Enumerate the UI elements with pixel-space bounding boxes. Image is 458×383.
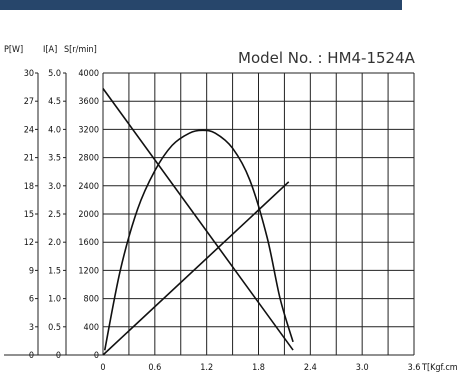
y-tick-label: 12 <box>24 238 34 248</box>
x-tick-label: 3.6 <box>408 363 421 373</box>
y-tick-label: 6 <box>29 295 34 305</box>
p-axis-header: P[W] <box>4 45 23 55</box>
y-tick-label: 4.5 <box>48 97 61 107</box>
y-tick-label: 27 <box>24 97 34 107</box>
y-tick-label: 2000 <box>78 210 99 220</box>
y-tick-label: 3600 <box>78 97 99 107</box>
y-tick-label: 0 <box>29 351 34 361</box>
x-tick-label: 1.8 <box>252 363 265 373</box>
y-tick-label: 9 <box>29 266 34 276</box>
s-axis-header: S[r/min] <box>64 45 97 55</box>
y-tick-label: 15 <box>24 210 34 220</box>
series-line-2 <box>103 129 294 351</box>
y-tick-label: 0.5 <box>48 323 61 333</box>
y-tick-label: 2.0 <box>48 238 61 248</box>
y-tick-label: 24 <box>24 125 34 135</box>
x-tick-label: 1.2 <box>200 363 213 373</box>
series <box>102 88 294 356</box>
series-line-0 <box>102 88 294 351</box>
y-tick-label: 2.5 <box>48 210 61 220</box>
y-tick-label: 3 <box>29 323 34 333</box>
y-tick-label: 30 <box>24 69 34 79</box>
y-tick-label: 0 <box>94 351 99 361</box>
y-tick-label: 4.0 <box>48 125 61 135</box>
t-axis-header: T[Kgf.cm] <box>421 363 458 373</box>
y-tick-label: 1600 <box>78 238 99 248</box>
y-tick-label: 18 <box>24 182 34 192</box>
y-tick-label: 2400 <box>78 182 99 192</box>
y-tick-label: 0 <box>56 351 61 361</box>
y-tick-label: 3.0 <box>48 182 61 192</box>
y-tick-label: 800 <box>84 295 99 305</box>
x-tick-label: 0.6 <box>148 363 161 373</box>
y-tick-label: 1200 <box>78 266 99 276</box>
i-axis-header: I[A] <box>43 45 57 55</box>
y-tick-label: 5.0 <box>48 69 61 79</box>
y-tick-label: 4000 <box>78 69 99 79</box>
y-tick-label: 2800 <box>78 154 99 164</box>
series-line-1 <box>102 181 290 356</box>
axes: 0 3 6 9 12 15 18 21 24 27 30 0 0.5 1.0 1.5 2.0 2.5 3.0 3.5… <box>4 69 420 373</box>
header-bar <box>0 0 402 10</box>
grid <box>102 72 415 356</box>
y-tick-label: 3200 <box>78 125 99 135</box>
y-tick-label: 1.0 <box>48 295 61 305</box>
y-tick-label: 3.5 <box>48 154 61 164</box>
chart-title: Model No. : HM4-1524A <box>238 49 416 67</box>
x-tick-label: 2.4 <box>304 363 317 373</box>
y-tick-label: 1.5 <box>48 266 61 276</box>
x-tick-label: 0 <box>100 363 105 373</box>
x-tick-label: 3.0 <box>356 363 369 373</box>
y-tick-label: 21 <box>24 154 34 164</box>
y-tick-label: 400 <box>84 323 99 333</box>
